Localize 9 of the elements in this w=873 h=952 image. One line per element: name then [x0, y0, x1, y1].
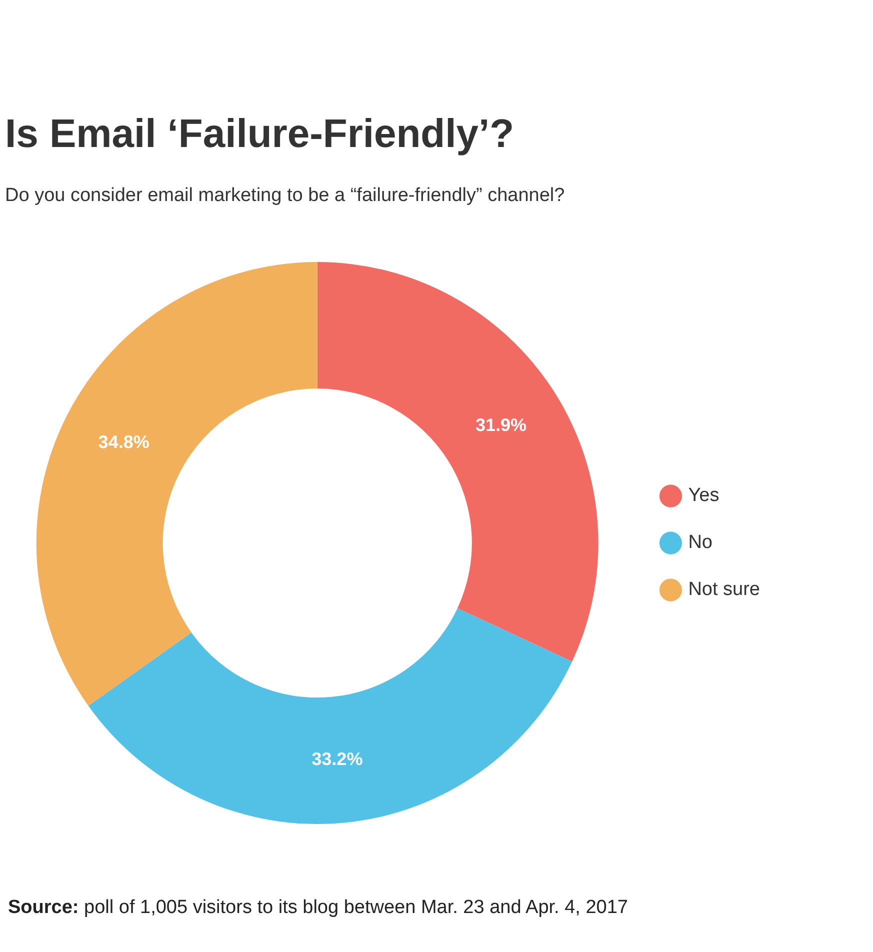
data-label: 33.2% [312, 748, 363, 769]
data-label: 31.9% [475, 414, 526, 435]
source-note: Source: poll of 1,005 visitors to its blog between Mar. 23 and Apr. 4, 2017 [8, 897, 628, 919]
data-label: 34.8% [98, 432, 150, 452]
legend-label: No [688, 532, 712, 554]
legend-label: Yes [688, 485, 720, 506]
legend-label: Not sure [688, 579, 760, 600]
chart-subtitle: Do you consider email marketing to be a “failure-friendly” channel? [5, 185, 565, 207]
chart-title: Is Email ‘Failure-Friendly’? [5, 112, 514, 157]
